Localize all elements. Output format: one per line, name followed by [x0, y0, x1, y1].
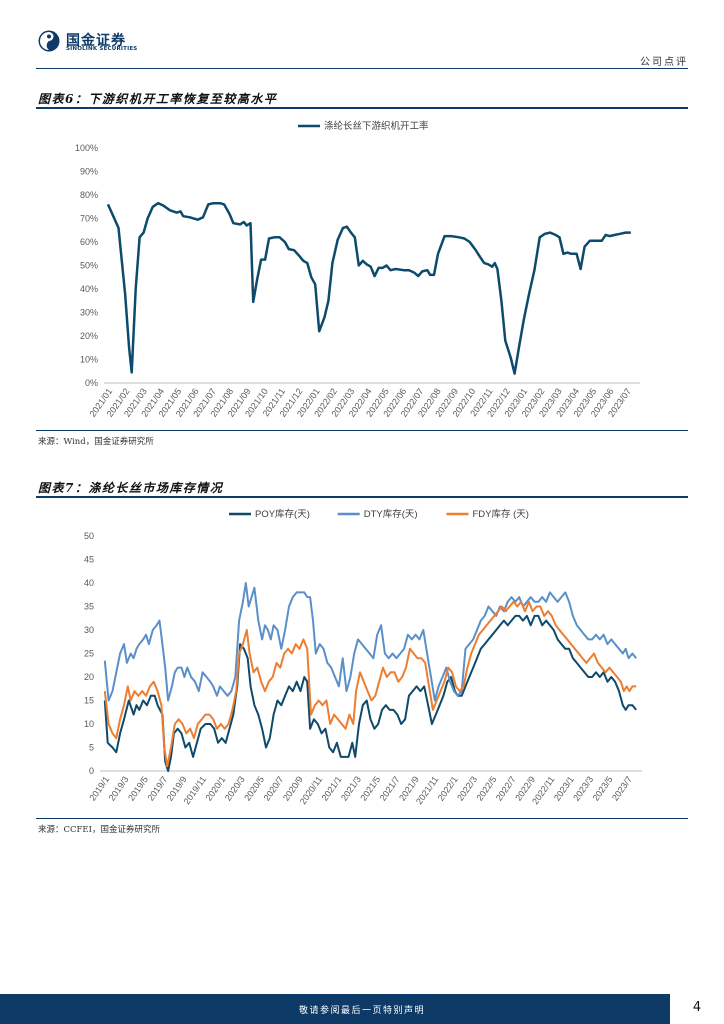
- logo-company-name-en: SINOLINK SECURITIES: [66, 46, 138, 52]
- y-tick-label: 40%: [80, 284, 98, 294]
- y-tick-label: 40: [84, 578, 94, 588]
- y-tick-label: 80%: [80, 190, 98, 200]
- footer-disclaimer: 敬请参阅最后一页特别声明: [298, 1006, 425, 1016]
- y-tick-label: 50: [84, 531, 94, 541]
- figure7-bottom-rule: [36, 818, 688, 819]
- legend-label: FDY库存 (天): [472, 508, 528, 520]
- page-number: 4: [692, 1000, 702, 1015]
- legend-label: 涤纶长丝下游织机开工率: [324, 120, 429, 132]
- figure7-title: 图表7：涤纶长丝市场库存情况: [38, 481, 224, 495]
- y-tick-label: 20%: [80, 331, 98, 341]
- y-tick-label: 100%: [75, 143, 98, 153]
- y-tick-label: 45: [84, 555, 94, 565]
- figure7-top-rule: [36, 496, 688, 498]
- footer-bar: [0, 994, 724, 1024]
- logo-icon: [38, 30, 60, 52]
- series-line-2: [103, 582, 637, 702]
- header-divider: [36, 68, 688, 69]
- y-tick-label: 5: [89, 743, 94, 753]
- y-tick-label: 60%: [80, 237, 98, 247]
- footer-page-box: [670, 994, 724, 1024]
- chart-loom-operating-rate: 0%10%20%30%40%50%60%70%80%90%100%2021/01…: [75, 120, 640, 419]
- figure7-source: 来源：CCFEI，国金证券研究所: [38, 825, 160, 835]
- y-tick-label: 30: [84, 625, 94, 635]
- x-tick-label: 2023/7: [610, 774, 634, 802]
- y-tick-label: 35: [84, 602, 94, 612]
- y-tick-label: 15: [84, 696, 94, 706]
- legend-label: DTY库存(天): [364, 508, 418, 520]
- figure6-top-rule: [36, 107, 688, 109]
- figure6-bottom-rule: [36, 430, 688, 431]
- y-tick-label: 25: [84, 649, 94, 659]
- chart-filament-inventory: 051015202530354045502019/12019/32019/520…: [84, 508, 642, 806]
- y-tick-label: 10%: [80, 355, 98, 365]
- series-line-3: [103, 600, 637, 768]
- y-tick-label: 90%: [80, 167, 98, 177]
- y-tick-label: 0: [89, 766, 94, 776]
- figure6-source: 来源：Wind，国金证券研究所: [38, 437, 154, 447]
- legend-label: POY库存(天): [255, 508, 310, 520]
- y-tick-label: 0%: [85, 378, 98, 388]
- y-tick-label: 10: [84, 719, 94, 729]
- figure6-title: 图表6：下游织机开工率恢复至较高水平: [38, 92, 278, 106]
- y-tick-label: 30%: [80, 308, 98, 318]
- y-tick-label: 70%: [80, 214, 98, 224]
- series-line-1: [103, 614, 637, 772]
- y-tick-label: 50%: [80, 261, 98, 271]
- report-type-label: 公司点评: [640, 57, 688, 68]
- logo-company-name: 国金证券: [66, 33, 126, 49]
- series-line-1: [106, 201, 631, 375]
- y-tick-label: 20: [84, 672, 94, 682]
